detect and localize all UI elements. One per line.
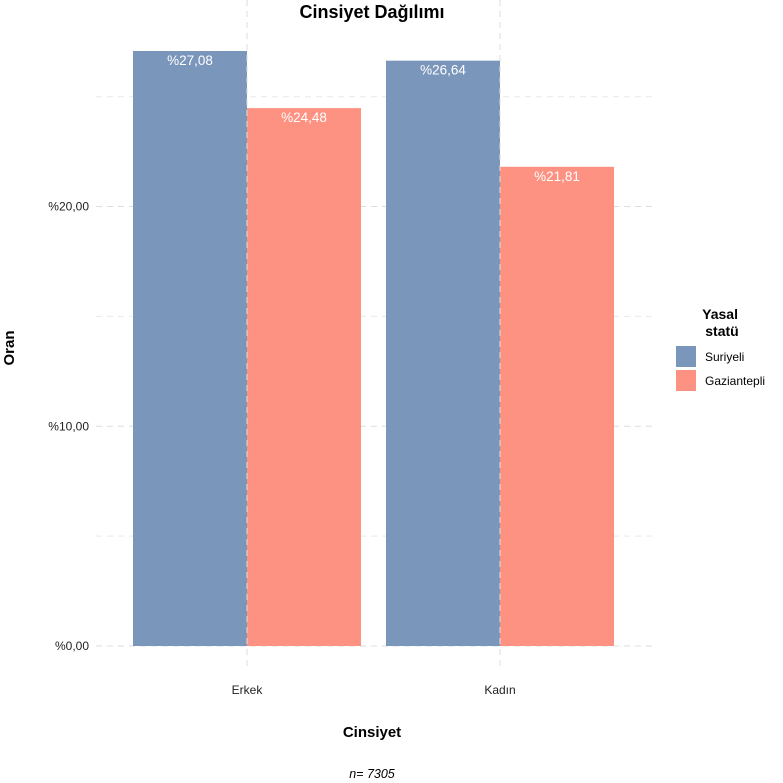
legend-title: Yasal statü — [702, 306, 742, 339]
bar-gaziantepli-kadın — [500, 166, 614, 646]
x-tick-label: Erkek — [232, 683, 264, 697]
x-tick-labels: Erkek Kadın — [232, 683, 516, 697]
chart-title: Cinsiyet Dağılımı — [299, 2, 444, 22]
bar-labels: %27,08 %24,48 %26,64 %21,81 — [167, 53, 580, 184]
legend-title-line-1: Yasal — [702, 306, 738, 322]
vertical-grid-lines — [246, 0, 501, 668]
y-tick-labels: %0,00 %10,00 %20,00 — [48, 200, 89, 653]
bar-suriyeli-kadın — [386, 60, 500, 646]
x-axis-title: Cinsiyet — [343, 724, 401, 741]
y-tick-label: %0,00 — [55, 639, 89, 653]
y-tick-label: %10,00 — [48, 419, 89, 433]
bar-suriyeli-erkek — [133, 51, 247, 646]
legend: Yasal statü Suriyeli Gaziantepli — [676, 306, 765, 391]
legend-items: Suriyeli Gaziantepli — [676, 346, 765, 391]
caption: n= 7305 — [349, 767, 395, 781]
x-tick-label: Kadın — [484, 683, 515, 697]
legend-label-suriyeli: Suriyeli — [705, 350, 744, 364]
legend-swatch-suriyeli — [676, 346, 696, 367]
bar-gaziantepli-erkek — [247, 108, 361, 647]
legend-label-gaziantepli: Gaziantepli — [705, 374, 765, 388]
y-tick-label: %20,00 — [48, 200, 89, 214]
bar-value-label: %21,81 — [534, 169, 580, 184]
bar-value-label: %24,48 — [281, 110, 327, 125]
legend-swatch-gaziantepli — [676, 370, 696, 391]
bar-value-label: %26,64 — [420, 63, 466, 78]
y-axis-title: Oran — [1, 330, 18, 365]
bars — [133, 51, 614, 647]
bar-value-label: %27,08 — [167, 53, 213, 68]
legend-title-line-2: statü — [705, 323, 738, 339]
